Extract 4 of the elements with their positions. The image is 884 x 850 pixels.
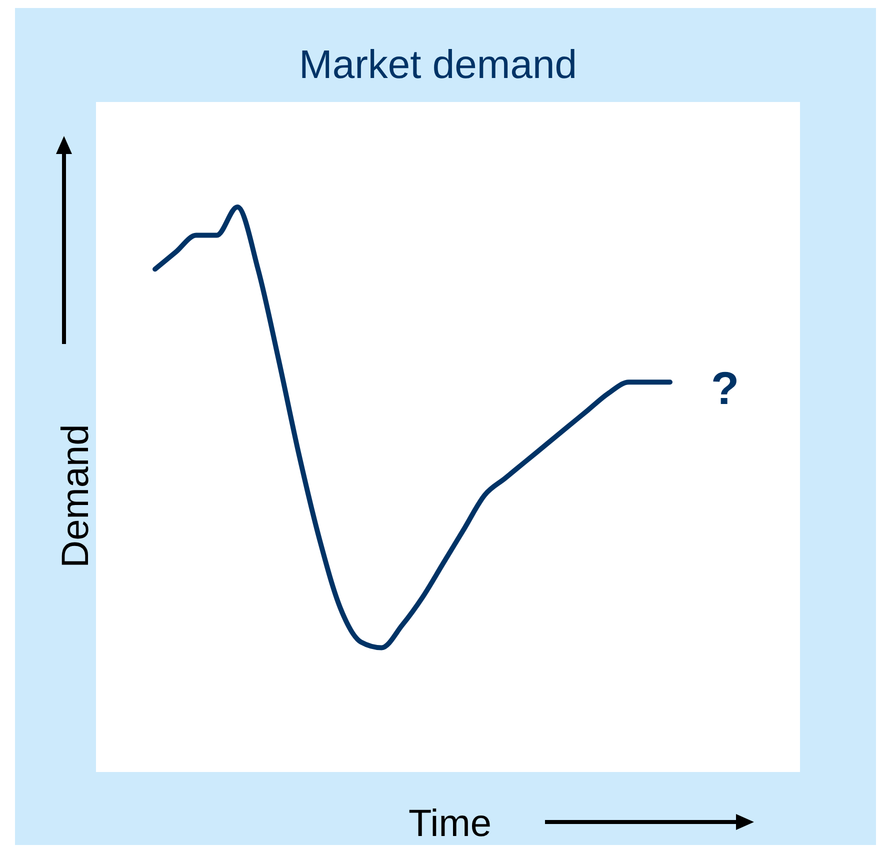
x-axis-title: Time <box>408 803 492 845</box>
y-axis-title: Demand <box>55 424 97 568</box>
text: ? <box>710 362 740 414</box>
chart-title: Market demand <box>299 43 577 87</box>
